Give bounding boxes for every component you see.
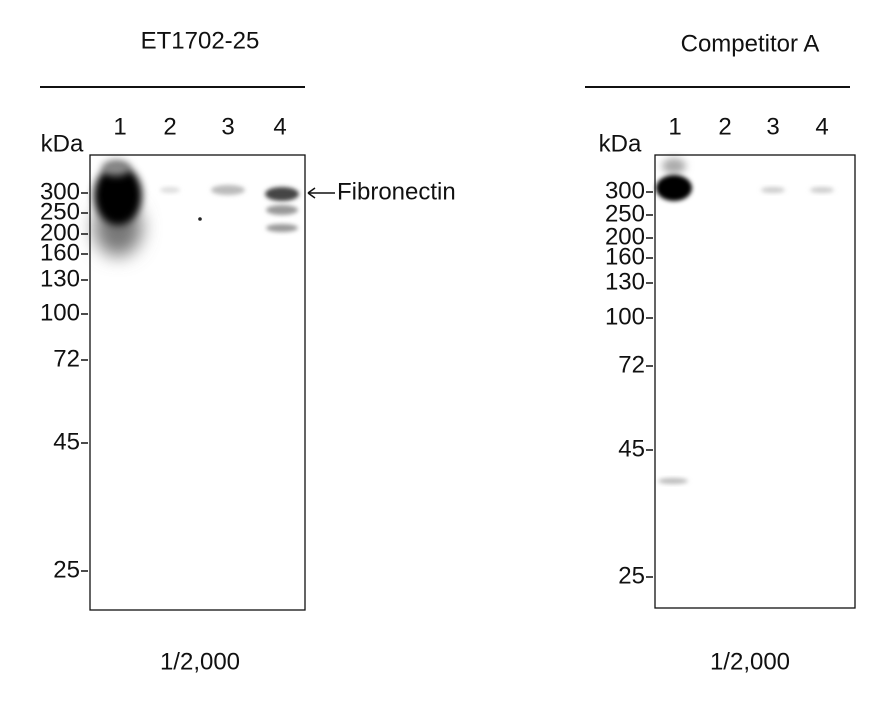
marker-label: 200: [605, 223, 645, 250]
panel-title: Competitor A: [681, 30, 820, 57]
dilution-label: 1/2,000: [160, 648, 240, 675]
lane-label: 1: [113, 113, 126, 140]
marker-label: 160: [605, 243, 645, 270]
blot-bands-left: [94, 160, 299, 256]
annotation-label: Fibronectin: [337, 178, 456, 205]
marker-label: 25: [53, 556, 80, 583]
unit-label: kDa: [41, 130, 84, 157]
lane-label: 3: [766, 113, 779, 140]
marker-label: 45: [618, 435, 645, 462]
annotation-arrowhead: [307, 187, 316, 199]
marker-label: 100: [605, 303, 645, 330]
marker-label: 25: [618, 562, 645, 589]
marker-label: 200: [40, 219, 80, 246]
marker-label: 300: [605, 177, 645, 204]
blot-frame: [654, 154, 856, 609]
lane-label: 1: [668, 113, 681, 140]
marker-label: 130: [40, 265, 80, 292]
panel-title: ET1702-25: [141, 27, 260, 54]
marker-label: 72: [53, 345, 80, 372]
lane-label: 2: [163, 113, 176, 140]
marker-label: 45: [53, 428, 80, 455]
blot-bands-right: [656, 158, 834, 484]
lane-label: 4: [815, 113, 828, 140]
blot-frame: [89, 154, 306, 611]
lane-label: 2: [718, 113, 731, 140]
lane-label: 4: [273, 113, 286, 140]
marker-label: 300: [40, 178, 80, 205]
dilution-label: 1/2,000: [710, 648, 790, 675]
lane-label: 3: [221, 113, 234, 140]
marker-label: 250: [605, 200, 645, 227]
marker-label: 160: [40, 239, 80, 266]
marker-label: 100: [40, 299, 80, 326]
marker-label: 250: [40, 198, 80, 225]
unit-label: kDa: [599, 130, 642, 157]
marker-label: 130: [605, 268, 645, 295]
marker-label: 72: [618, 351, 645, 378]
